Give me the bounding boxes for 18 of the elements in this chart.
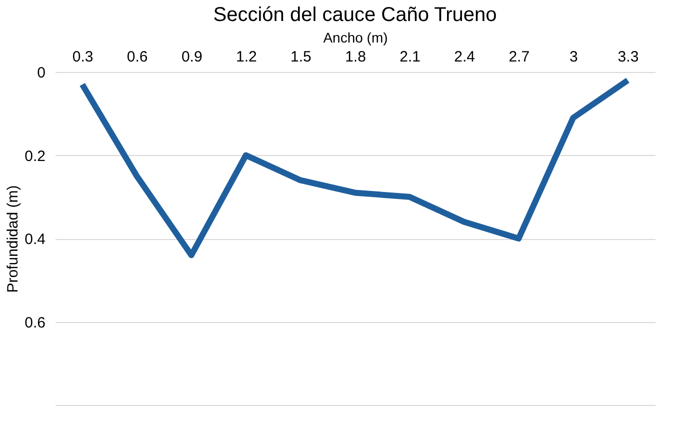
x-tick-label: 0.9 <box>181 48 202 66</box>
y-tick-label: 0.6 <box>24 314 46 332</box>
x-tick-label: 2.1 <box>400 48 420 66</box>
y-tick-label: 0.2 <box>24 148 46 165</box>
y-axis-title: Profundidad (m) <box>4 185 22 293</box>
x-tick-label: 2.4 <box>454 48 476 66</box>
x-tick-label: 0.6 <box>126 48 148 66</box>
x-tick-label: 3 <box>570 48 578 66</box>
x-tick-label: 0.3 <box>72 48 94 66</box>
y-tick-label: 0 <box>37 64 46 82</box>
x-tick-label: 1.8 <box>345 48 366 66</box>
y-tick-label: 0.4 <box>24 231 46 248</box>
chart-title: Sección del cauce Caño Trueno <box>213 4 497 26</box>
x-tick-label: 1.2 <box>236 48 257 66</box>
x-tick-label: 1.5 <box>290 48 312 66</box>
x-tick-label: 2.7 <box>508 48 530 66</box>
x-tick-label: 3.3 <box>618 48 639 66</box>
x-axis-title: Ancho (m) <box>323 30 388 46</box>
